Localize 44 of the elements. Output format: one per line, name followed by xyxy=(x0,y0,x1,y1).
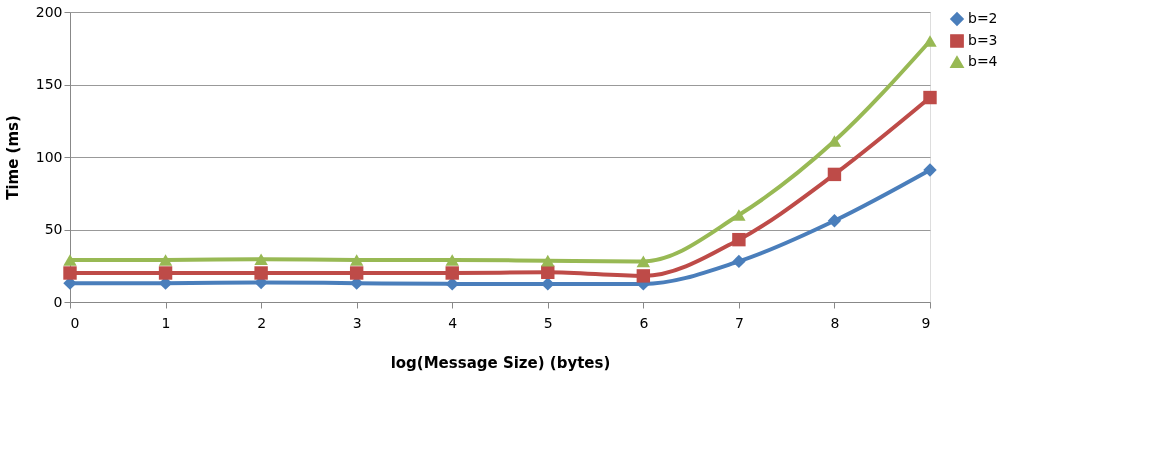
x-tick-label: 0 xyxy=(70,314,80,331)
y-tick-label: 50 xyxy=(44,221,63,237)
point xyxy=(349,266,364,280)
x-tick-label: 1 xyxy=(161,314,171,331)
point xyxy=(636,255,651,268)
x-tick-label: 3 xyxy=(352,314,362,331)
point xyxy=(923,35,937,47)
point xyxy=(732,254,746,269)
point xyxy=(445,277,459,291)
point xyxy=(63,254,77,266)
point xyxy=(732,232,746,247)
y-tick-label: 100 xyxy=(35,148,63,165)
point xyxy=(254,266,268,280)
x-tick-label: 7 xyxy=(734,314,744,331)
legend-label: b=3 xyxy=(968,32,998,48)
x-tick-label: 2 xyxy=(257,314,267,331)
point xyxy=(636,269,651,283)
point xyxy=(445,266,459,280)
point xyxy=(923,163,937,177)
point xyxy=(732,209,746,221)
point xyxy=(158,266,173,280)
point xyxy=(254,253,268,266)
y-axis-title: Time (ms) xyxy=(3,115,22,200)
y-tick-label: 200 xyxy=(35,3,63,20)
point xyxy=(541,254,555,267)
legend-label: b=2 xyxy=(968,10,998,26)
y-tick-label: 0 xyxy=(53,293,63,310)
point xyxy=(541,265,555,279)
x-tick-label: 5 xyxy=(543,314,553,331)
x-tick-label: 4 xyxy=(448,314,458,331)
point xyxy=(923,90,937,105)
x-tick-label: 9 xyxy=(921,314,931,331)
x-axis-title: log(Message Size) (bytes) xyxy=(390,353,611,372)
point xyxy=(63,266,77,280)
y-tick-label: 150 xyxy=(35,76,63,92)
x-tick-label: 8 xyxy=(830,314,840,331)
point xyxy=(541,277,555,291)
point xyxy=(827,214,842,228)
legend-label: b=4 xyxy=(968,53,998,69)
point xyxy=(349,254,364,266)
x-tick-label: 6 xyxy=(639,314,649,331)
point xyxy=(827,167,842,182)
point xyxy=(445,254,459,266)
point xyxy=(158,254,173,266)
